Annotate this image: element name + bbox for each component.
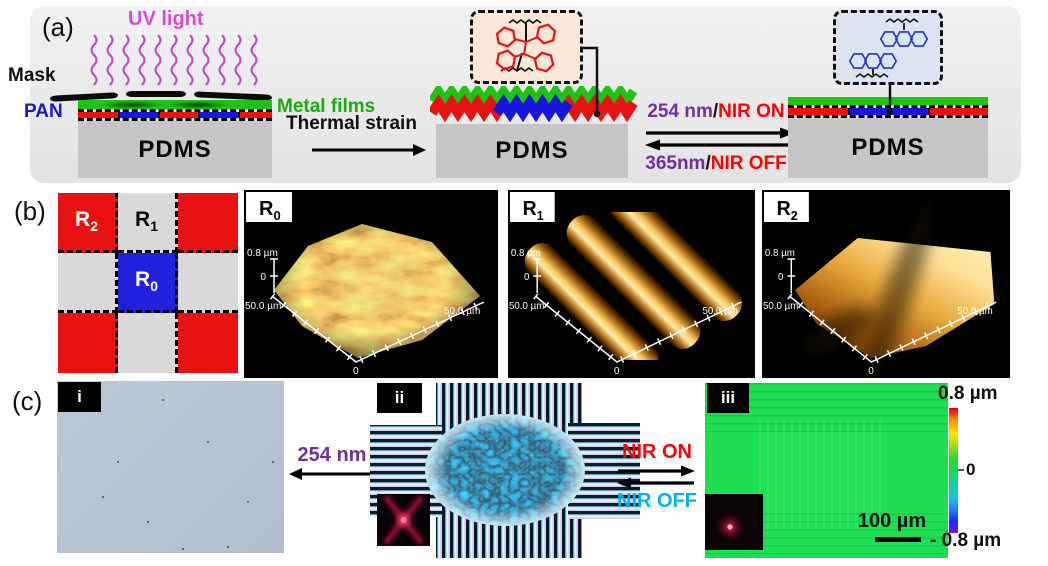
pdms-block-right: PDMS (788, 118, 988, 178)
region-cell (118, 313, 178, 373)
thermal-strain-arrow-icon (312, 144, 426, 156)
region-cell (58, 313, 118, 373)
afm-axes (533, 258, 743, 367)
metal-films-label: Metal films (277, 96, 376, 117)
pan-segment-red (78, 112, 118, 118)
pan-label: PAN (24, 101, 63, 122)
region-r2-cell: R2 (58, 193, 118, 253)
afm-r1-tag: R1 (523, 198, 544, 223)
colorbar-zero-tick (958, 469, 964, 471)
afm-axes (269, 258, 486, 367)
region-cell (178, 193, 238, 253)
pan-segment-red (928, 108, 988, 115)
slash: / (705, 153, 711, 174)
thermal-strain-label: Thermal strain (286, 113, 417, 134)
fft-inset-dot (705, 494, 763, 550)
nir-off-label: NIR OFF (710, 153, 787, 174)
afm-zmax-label: 0.8 µm (765, 248, 795, 259)
metal-film-layer (78, 100, 272, 109)
afm-image-r1: 0.8 µm 0 50.0 µm 50.0 µm 0 R1 (508, 190, 755, 378)
afm-origin-label: 0 (868, 366, 874, 377)
micrograph-i-tag: i (58, 382, 101, 412)
uv-nir-off-label: 365nm/NIR OFF (640, 153, 792, 175)
region-cell (178, 253, 238, 313)
micrograph-ii-tag: ii (377, 383, 422, 413)
fft-inset-cross (377, 494, 430, 546)
scale-bar-label: 100 µm (857, 510, 927, 532)
panel-a-label: (a) (42, 12, 74, 42)
pan-layer (78, 109, 272, 121)
scale-bar (875, 537, 921, 542)
anthracene-structure-box (833, 10, 943, 85)
metal-film-layer-flat (788, 97, 988, 105)
afm-axes (787, 258, 998, 367)
region-r1-cell: R1 (118, 193, 178, 253)
afm-r2-tag: R2 (777, 198, 798, 223)
anthracene-molecule-icon (848, 18, 929, 78)
colorbar-max-label: 0.8 µm (938, 383, 998, 404)
nir-on-label: NIR ON (718, 101, 785, 122)
region-cell (58, 253, 118, 313)
afm-xright-label: 50.0 µm (957, 306, 992, 317)
uv-light-label: UV light (128, 8, 204, 30)
afm-zzero-label: 0 (260, 272, 266, 283)
uv-254-label: 254 nm (297, 444, 367, 466)
patterned-region-diagram: R2 R1 R0 (58, 193, 238, 373)
pan-segment-blue (118, 112, 158, 118)
afm-xright-label: 50.0 µm (702, 306, 737, 317)
afm-xright-label: 50.0 µm (444, 306, 480, 317)
region-r1-label: R1 (135, 208, 158, 235)
afm-zzero-label: 0 (524, 272, 530, 283)
region-r0-label: R0 (135, 268, 158, 295)
afm-xleft-label: 50.0 µm (763, 301, 798, 312)
photodimer-pointer-line (582, 46, 601, 118)
slash: / (712, 101, 719, 122)
afm-xleft-label: 50.0 µm (509, 301, 544, 312)
mask-bar (126, 91, 186, 97)
uv-254-arrow-icon (289, 468, 371, 480)
nir-on-label: NIR ON (622, 441, 692, 463)
colorbar-min-label: - 0.8 µm (930, 530, 1002, 551)
pan-segment-red (158, 112, 198, 118)
afm-origin-label: 0 (353, 366, 359, 377)
afm-image-r0: 0.8 µm 0 50.0 µm 50.0 µm 0 R0 (244, 190, 498, 378)
nir-off-label: NIR OFF (617, 490, 697, 512)
nir-equilibrium-arrows-icon (617, 465, 695, 489)
afm-origin-label: 0 (614, 366, 620, 377)
afm-image-r2: 0.8 µm 0 50.0 µm 50.0 µm 0 R2 (762, 190, 1010, 378)
photodimer-molecule-icon (493, 19, 559, 74)
pan-segment-blue (198, 112, 238, 118)
wavelength-365-label: 365nm (645, 153, 706, 174)
afm-zmax-label: 0.8 µm (247, 248, 278, 259)
afm-zmax-label: 0.8 µm (511, 248, 541, 259)
photodimer-structure-box (470, 10, 583, 84)
anthracene-pointer-line (886, 85, 894, 116)
pdms-block-middle: PDMS (436, 124, 628, 178)
pan-segment-red (238, 112, 272, 118)
height-map-iii-tag: iii (707, 383, 749, 413)
uv-rays-icon (90, 34, 258, 86)
afm-zzero-label: 0 (778, 272, 784, 283)
panel-b-label: (b) (14, 196, 46, 226)
wavelength-254-label: 254 nm (647, 101, 713, 122)
equilibrium-arrows-icon (645, 127, 795, 151)
pan-segment-red (788, 108, 848, 115)
mask-label: Mask (8, 65, 56, 86)
region-r0-cell: R0 (118, 253, 178, 313)
afm-r0-tag: R0 (259, 198, 281, 223)
region-cell (178, 313, 238, 373)
colorbar (949, 408, 958, 533)
region-r2-label: R2 (75, 208, 98, 235)
afm-xleft-label: 50.0 µm (245, 301, 281, 312)
wrinkled-films-icon (430, 86, 638, 123)
panel-c-label: (c) (12, 386, 43, 416)
uv-nir-on-label: 254 nm/NIR ON (640, 101, 792, 123)
pdms-block-left: PDMS (78, 121, 272, 178)
colorbar-zero-label: 0 (966, 460, 976, 479)
